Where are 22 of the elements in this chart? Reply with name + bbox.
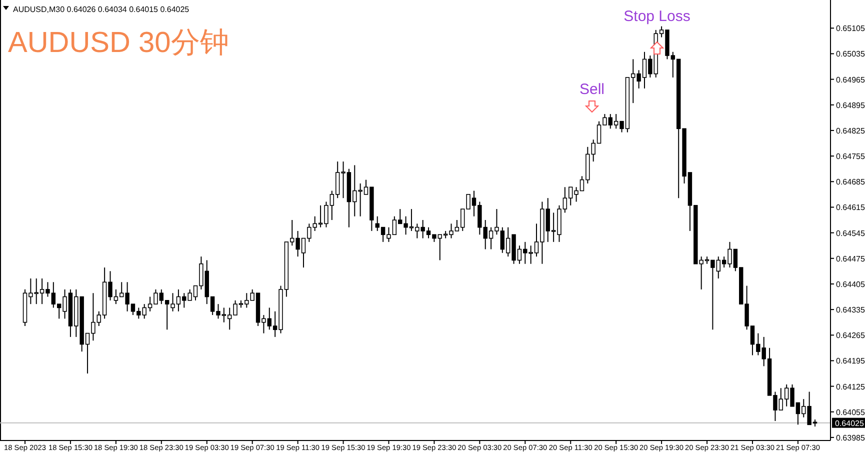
y-tick-label: 0.64335 — [836, 306, 865, 315]
y-tick-label: 0.65035 — [836, 50, 865, 59]
y-tick-label: 0.64965 — [836, 75, 865, 84]
y-tick-label: 0.64615 — [836, 203, 865, 212]
y-tick-label: 0.64195 — [836, 356, 865, 366]
y-tick-label: 0.64265 — [836, 331, 865, 340]
y-tick-label: 0.64755 — [836, 152, 865, 162]
y-tick-label: 0.64055 — [836, 408, 865, 417]
y-tick-label: 0.63985 — [836, 433, 865, 442]
y-tick-label: 0.64685 — [836, 178, 865, 187]
annotation: Stop Loss — [624, 8, 690, 25]
y-tick-label: 0.64475 — [836, 254, 865, 264]
y-tick-label: 0.64545 — [836, 228, 865, 238]
ref-line-label: 0.64025 — [835, 418, 864, 428]
annotation: AUDUSD,M30 0.64026 0.64034 0.64015 0.64025 — [13, 5, 190, 14]
y-tick-label: 0.64895 — [836, 100, 865, 110]
y-tick-label: 0.65105 — [836, 24, 865, 34]
y-tick-label: 0.64405 — [836, 280, 865, 289]
text: AUDUSD 30分钟 — [8, 27, 229, 59]
y-tick-label: 0.64125 — [836, 382, 865, 392]
annotation: Sell — [579, 81, 605, 98]
y-tick-label: 0.64825 — [836, 126, 865, 136]
